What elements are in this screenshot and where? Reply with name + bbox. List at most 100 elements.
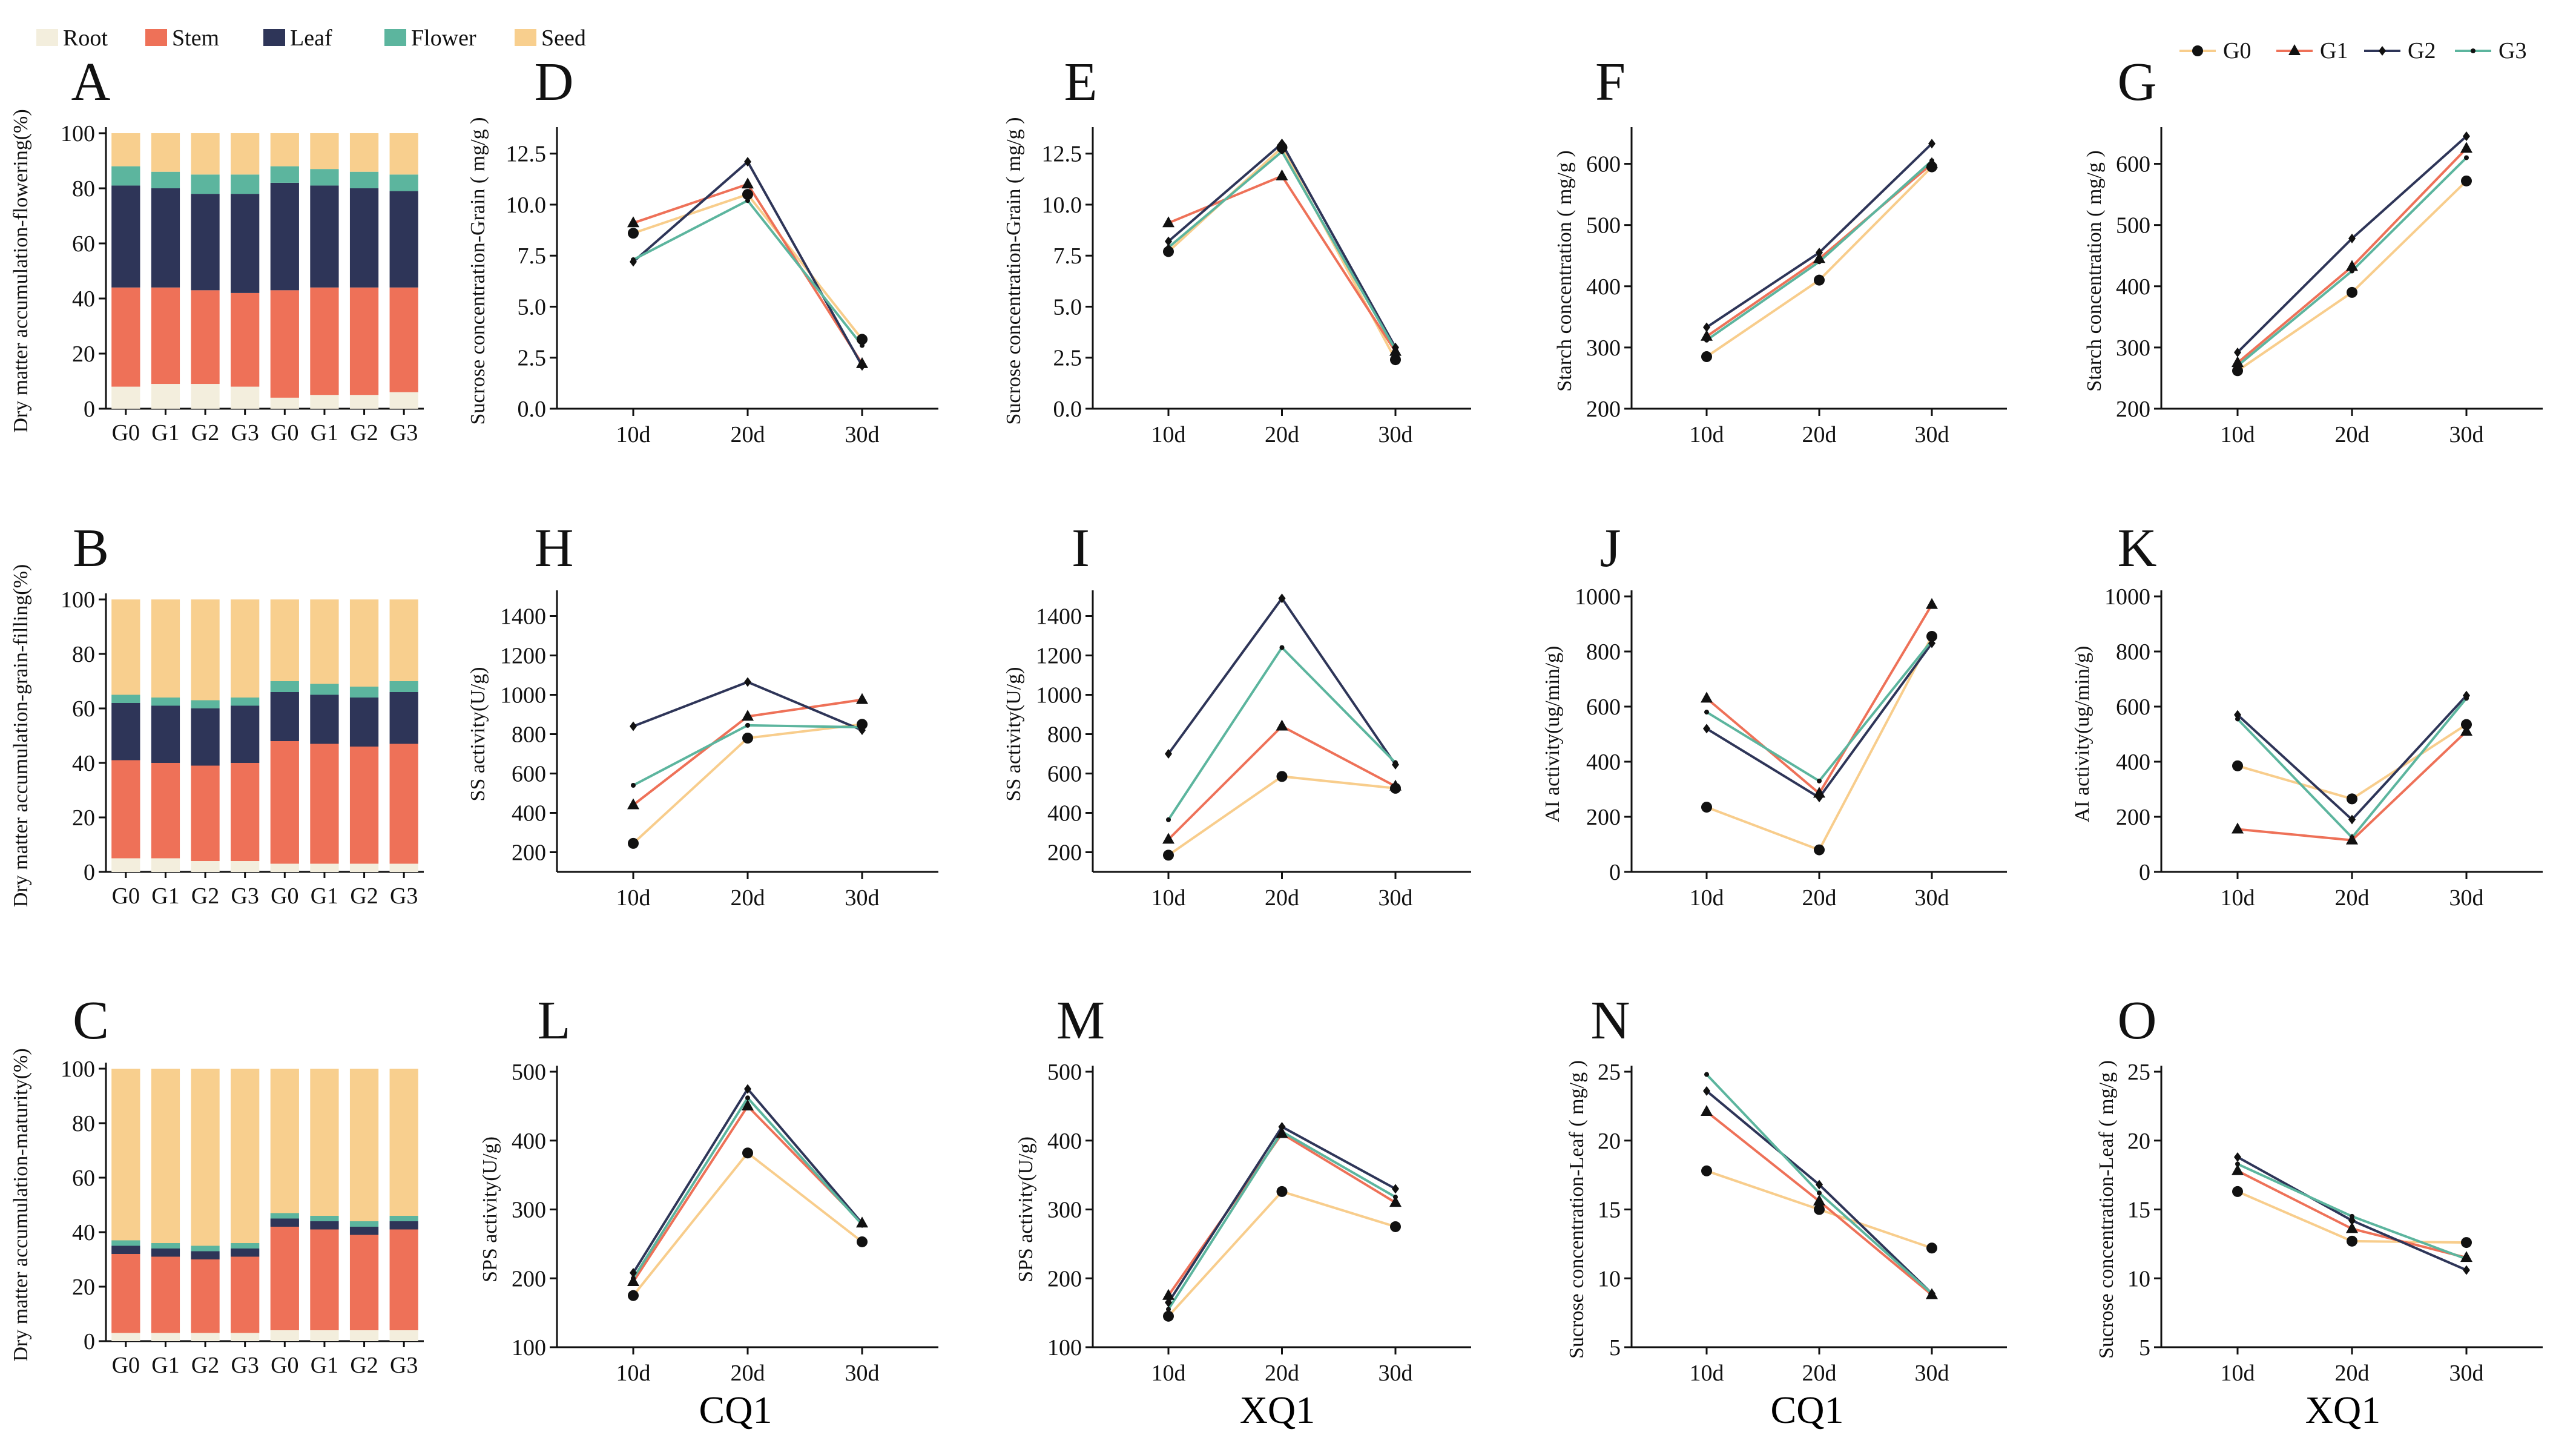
- bottom-label-cq1-1: CQ1: [699, 1388, 772, 1431]
- bar-segment-leaf: [389, 1221, 418, 1230]
- data-point-g3: [2350, 1213, 2354, 1219]
- y-tick-label-e: 5.0: [1053, 294, 1082, 320]
- bar-segment-root: [231, 1333, 260, 1341]
- x-tick-label-d: 20d: [731, 422, 765, 447]
- panel-letter-o: O: [2118, 991, 2157, 1051]
- bottom-label-xq1-2: XQ1: [2305, 1388, 2380, 1431]
- y-tick-label-b: 20: [72, 805, 95, 831]
- data-point-g2: [2348, 233, 2356, 243]
- data-point-g2: [2234, 347, 2241, 357]
- panel-letter-d: D: [535, 52, 574, 112]
- y-axis-label-e: Sucrose concentration-Grain ( mg/g ): [1003, 117, 1025, 425]
- data-point-g0: [1390, 1221, 1401, 1232]
- bar-segment-leaf: [270, 1218, 299, 1227]
- data-point-g0: [2232, 1186, 2243, 1197]
- bar-segment-flower: [310, 1216, 339, 1221]
- y-tick-label-i: 800: [1047, 722, 1082, 748]
- bar-segment-flower: [111, 166, 140, 186]
- data-point-g1: [1389, 1196, 1402, 1207]
- data-point-g2: [1278, 1122, 1286, 1132]
- legend-swatch-stem: [145, 29, 167, 46]
- data-point-g0: [2232, 365, 2243, 377]
- bar-segment-seed: [389, 133, 418, 175]
- data-point-g3: [1166, 817, 1171, 822]
- bar-segment-root: [310, 1330, 339, 1341]
- data-point-g1: [1813, 1194, 1825, 1206]
- x-tick-label-h: 30d: [845, 885, 880, 911]
- data-point-g1: [742, 177, 754, 189]
- bar-segment-root: [389, 1330, 418, 1341]
- data-point-g1: [627, 216, 639, 228]
- y-tick-label-d: 7.5: [518, 243, 547, 269]
- bar-segment-flower: [111, 1240, 140, 1246]
- bar-segment-flower: [151, 1243, 180, 1249]
- data-point-g0: [857, 334, 868, 345]
- stack-legend: Root Stem Leaf Flower Seed: [36, 25, 586, 51]
- x-tick-label-b: G2: [350, 883, 378, 909]
- panel-i: I 200 400 600 800 1000 1200 1400 SS activity(U/g…: [1003, 518, 1471, 911]
- bar-segment-stem: [349, 287, 379, 395]
- bar-segment-seed: [310, 1069, 339, 1216]
- x-tick-label-a: G3: [390, 420, 418, 446]
- bar-segment-leaf: [349, 188, 379, 288]
- bar-segment-root: [231, 386, 260, 409]
- x-tick-label-g: 30d: [2449, 422, 2484, 447]
- bar-segment-leaf: [231, 194, 260, 293]
- y-tick-label-b: 60: [72, 696, 95, 722]
- bar-segment-flower: [111, 694, 140, 703]
- panel-letter-l: L: [538, 991, 571, 1051]
- data-point-g0: [1814, 1204, 1825, 1215]
- x-tick-label-b: G1: [311, 883, 338, 909]
- bar-segment-stem: [349, 1235, 379, 1330]
- bar-segment-flower: [151, 171, 180, 188]
- y-tick-label-i: 600: [1047, 762, 1082, 787]
- y-tick-label-m: 500: [1047, 1060, 1082, 1085]
- data-point-g3: [2464, 1256, 2469, 1262]
- y-tick-label-a: 80: [72, 176, 95, 202]
- data-point-g2: [744, 677, 751, 687]
- bar-segment-stem: [231, 763, 260, 861]
- y-tick-label-k: 600: [2116, 694, 2150, 720]
- x-tick-label-c: G0: [112, 1353, 140, 1378]
- y-tick-label-o: 15: [2127, 1198, 2150, 1223]
- bar-segment-seed: [389, 1069, 418, 1216]
- y-tick-label-d: 5.0: [518, 294, 547, 320]
- bar-segment-flower: [310, 684, 339, 695]
- y-tick-label-i: 1000: [1036, 683, 1082, 708]
- x-tick-label-f: 10d: [1690, 422, 1724, 447]
- data-point-g3: [631, 1276, 636, 1281]
- x-tick-label-b: G0: [271, 883, 298, 909]
- panel-a: A 0 20 40 60 80 100 Dry matter accumulation-flo…: [10, 52, 424, 446]
- x-tick-label-a: G1: [311, 420, 338, 446]
- bar-segment-flower: [231, 698, 260, 706]
- panel-m: M 100 200 300 400 500 SPS activity(U/g) 10d 20d 3…: [1015, 991, 1471, 1386]
- panel-e: E 0.0 2.5 5.0 7.5 10.0 12.5 Sucrose concentrati…: [1003, 52, 1471, 447]
- bar-segment-root: [231, 861, 260, 872]
- panel-letter-c: C: [73, 991, 109, 1051]
- bar-segment-flower: [349, 1221, 379, 1227]
- y-tick-label-g: 600: [2116, 152, 2150, 177]
- y-tick-label-o: 5: [2139, 1335, 2150, 1361]
- data-point-g3: [1166, 1307, 1171, 1312]
- bar-segment-root: [270, 397, 299, 409]
- data-point-g0: [1701, 1165, 1712, 1176]
- legend-label-root: Root: [63, 25, 108, 51]
- x-tick-label-o: 30d: [2449, 1361, 2484, 1386]
- bar-segment-seed: [349, 133, 379, 172]
- bar-segment-seed: [151, 599, 180, 698]
- data-point-g0: [2461, 1237, 2472, 1249]
- data-point-g3: [1704, 1072, 1709, 1077]
- x-tick-label-b: G1: [151, 883, 179, 909]
- x-tick-label-a: G1: [151, 420, 179, 446]
- bar-segment-seed: [111, 599, 140, 695]
- data-point-g0: [1276, 1186, 1288, 1197]
- bar-segment-leaf: [310, 185, 339, 288]
- legend-label-g3: G3: [2499, 38, 2526, 64]
- bar-segment-root: [389, 863, 418, 872]
- bar-segment-root: [349, 395, 379, 409]
- data-point-g0: [742, 1147, 753, 1159]
- bar-segment-leaf: [310, 694, 339, 744]
- y-tick-label-c: 80: [72, 1111, 95, 1136]
- data-point-g0: [742, 189, 753, 200]
- bar-segment-stem: [151, 763, 180, 859]
